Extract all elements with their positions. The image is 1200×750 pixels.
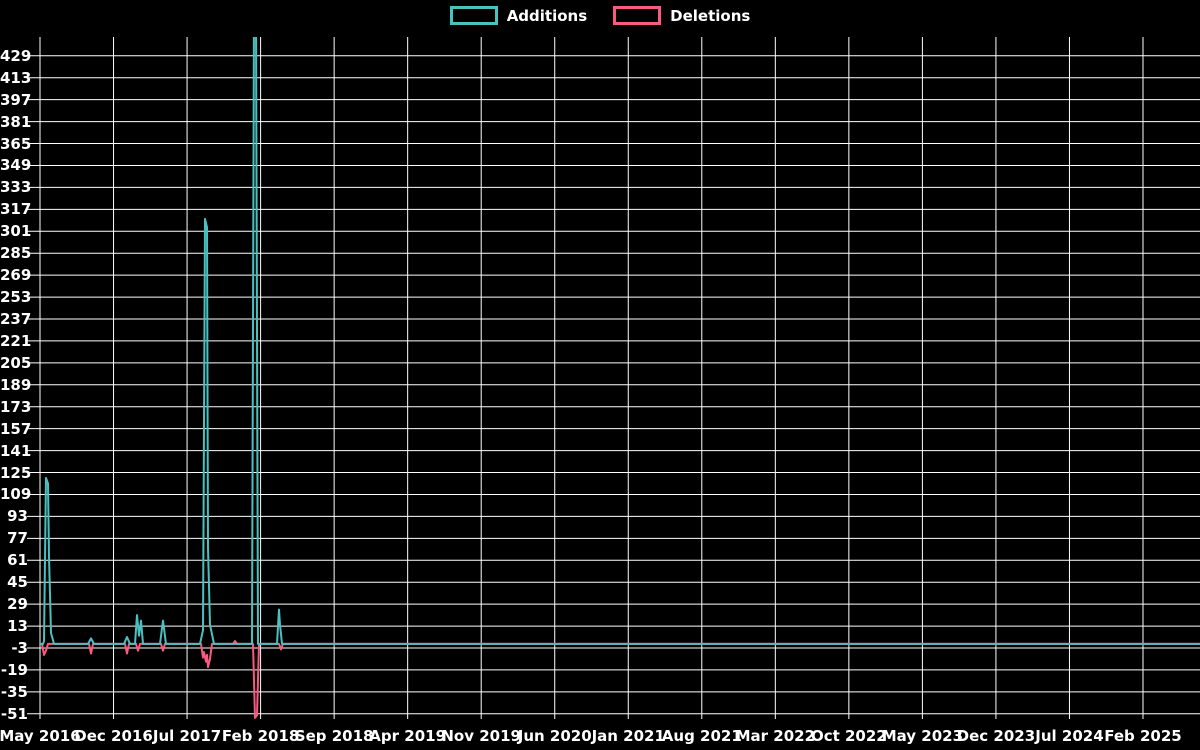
chart-legend: Additions Deletions (0, 6, 1200, 25)
series-lines (40, 37, 1200, 719)
y-tick-label: 29 (7, 595, 28, 614)
y-tick-label: 45 (7, 573, 28, 592)
y-tick-label: 205 (0, 353, 32, 372)
x-tick-label: Oct 2022 (810, 727, 887, 745)
y-tick-label: -3 (11, 639, 28, 657)
y-tick-label: 333 (0, 178, 32, 197)
y-tick-label: 397 (0, 90, 32, 109)
y-tick-label: 253 (0, 288, 32, 307)
y-tick-label: 125 (0, 463, 32, 482)
y-tick-label: 349 (0, 156, 32, 175)
series-line-additions (40, 37, 1200, 645)
x-tick-label: Dec 2016 (74, 727, 153, 745)
x-tick-label: Jul 2017 (152, 727, 222, 745)
grid-lines (27, 37, 1200, 719)
y-tick-label: 61 (7, 551, 28, 570)
y-tick-label: 381 (0, 112, 32, 131)
x-tick-label: May 2023 (881, 727, 964, 745)
y-tick-label: 413 (0, 68, 32, 87)
legend-item-deletions[interactable]: Deletions (613, 6, 750, 25)
legend-label-additions: Additions (506, 6, 588, 25)
y-tick-label: 109 (0, 485, 32, 504)
x-tick-label: Sep 2018 (294, 727, 374, 745)
deletions-swatch-icon (613, 6, 662, 25)
x-tick-label: Mar 2022 (735, 727, 816, 745)
y-tick-label: 173 (0, 397, 32, 416)
y-tick-label: 13 (7, 617, 28, 636)
y-tick-label: 301 (0, 222, 32, 241)
y-tick-label: 237 (0, 310, 32, 328)
y-tick-label: 189 (0, 375, 32, 394)
y-tick-label: 317 (0, 200, 32, 219)
y-tick-label: 141 (0, 441, 32, 460)
x-tick-label: Aug 2021 (661, 727, 742, 745)
legend-item-additions[interactable]: Additions (449, 6, 588, 25)
y-tick-label: 365 (0, 134, 32, 153)
x-tick-label: Jul 2024 (1035, 727, 1104, 745)
x-tick-label: Dec 2023 (956, 727, 1036, 745)
y-tick-label: 157 (0, 419, 32, 438)
x-tick-label: Feb 2025 (1104, 727, 1182, 745)
additions-swatch-icon (449, 6, 498, 25)
x-tick-label: Nov 2019 (441, 727, 521, 745)
y-tick-label: 429 (0, 46, 32, 65)
x-tick-label: Feb 2018 (221, 727, 300, 745)
y-tick-label: -19 (0, 660, 28, 679)
x-tick-label: Jan 2021 (591, 727, 665, 745)
y-tick-label: -51 (0, 704, 28, 723)
x-tick-label: Jun 2020 (517, 727, 592, 745)
y-tick-label: -35 (0, 682, 28, 701)
x-tick-label: Apr 2019 (369, 727, 447, 745)
y-tick-label: 77 (7, 529, 28, 548)
y-tick-label: 269 (0, 266, 32, 285)
x-tick-label: May 2016 (0, 727, 81, 745)
legend-label-deletions: Deletions (670, 6, 751, 25)
series-line-deletions (40, 640, 1200, 719)
y-tick-label: 221 (0, 331, 32, 350)
y-tick-label: 93 (7, 507, 28, 526)
y-tick-label: 285 (0, 244, 32, 263)
